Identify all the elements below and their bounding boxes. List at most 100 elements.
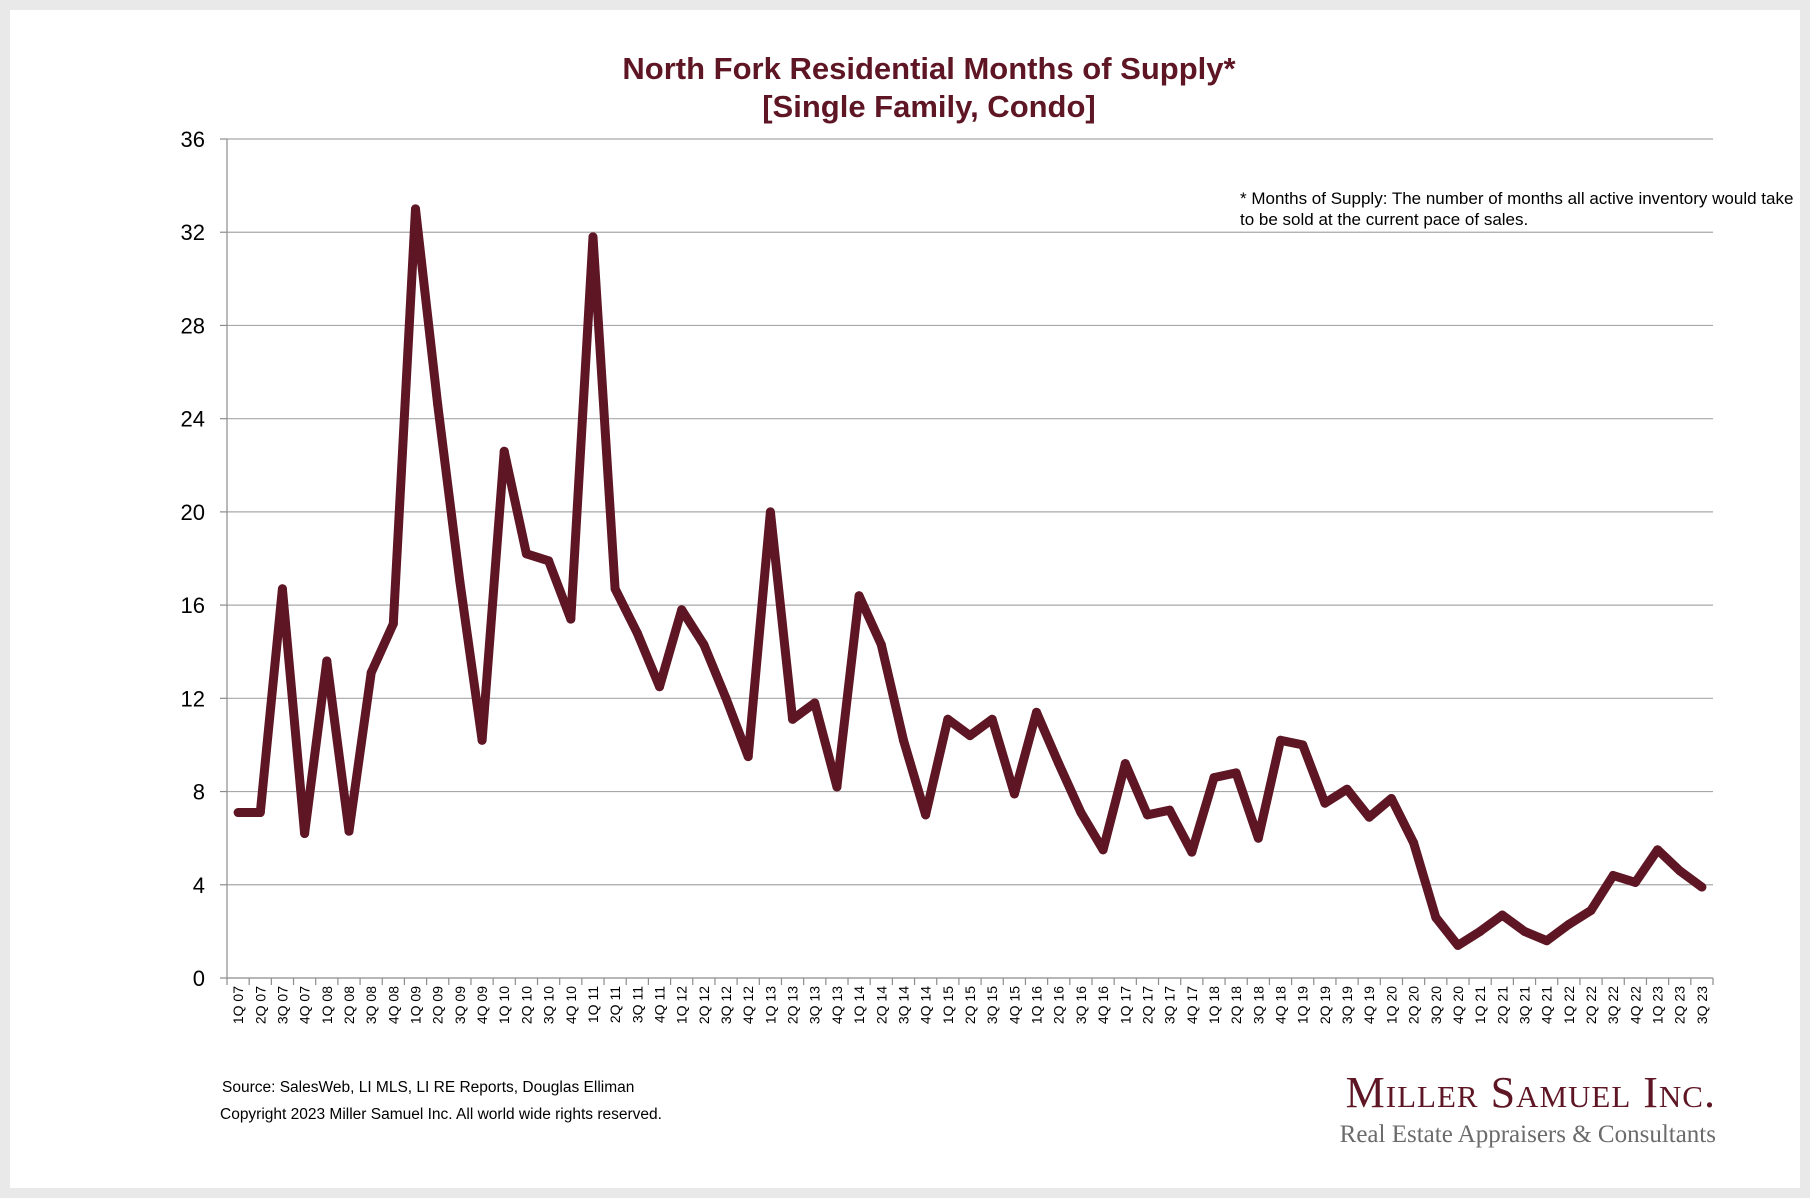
data-point (1054, 759, 1064, 769)
chart-frame (10, 10, 1800, 1188)
x-tick-label: 4Q 13 (829, 986, 845, 1024)
x-tick-label: 2Q 12 (696, 986, 712, 1024)
x-tick-label: 3Q 12 (718, 986, 734, 1024)
x-tick-label: 3Q 13 (807, 986, 823, 1024)
x-tick-label: 1Q 20 (1383, 986, 1399, 1024)
x-tick-label: 4Q 12 (740, 986, 756, 1024)
x-tick-label: 2Q 15 (962, 986, 978, 1024)
data-point (1453, 940, 1463, 950)
data-point (477, 735, 487, 745)
x-tick-label: 4Q 09 (474, 986, 490, 1024)
x-tick-label: 1Q 18 (1206, 986, 1222, 1024)
x-tick-label: 1Q 08 (319, 986, 335, 1024)
y-tick-label: 0 (193, 966, 205, 991)
data-point (1298, 740, 1308, 750)
data-point (1586, 905, 1596, 915)
x-tick-label: 1Q 17 (1117, 986, 1133, 1024)
x-tick-label: 4Q 07 (297, 986, 313, 1024)
x-tick-label: 1Q 14 (851, 986, 867, 1024)
x-tick-label: 1Q 09 (408, 986, 424, 1024)
data-point (1320, 798, 1330, 808)
x-tick-label: 1Q 22 (1561, 986, 1577, 1024)
x-tick-label: 4Q 20 (1450, 986, 1466, 1024)
data-point (344, 826, 354, 836)
y-tick-label: 4 (193, 873, 205, 898)
data-point (1032, 707, 1042, 717)
data-point (810, 698, 820, 708)
y-tick-label: 36 (181, 127, 205, 152)
data-point (1120, 759, 1130, 769)
data-point (1076, 808, 1086, 818)
data-point (699, 640, 709, 650)
data-point (366, 668, 376, 678)
x-tick-label: 2Q 09 (430, 986, 446, 1024)
data-point (721, 693, 731, 703)
data-point (1675, 866, 1685, 876)
data-point (1231, 768, 1241, 778)
x-tick-label: 4Q 08 (385, 986, 401, 1024)
data-point (1386, 794, 1396, 804)
axes (220, 138, 1714, 985)
x-tick-label: 2Q 23 (1672, 986, 1688, 1024)
x-tick-label: 2Q 11 (607, 986, 623, 1023)
data-point (411, 204, 421, 214)
x-tick-label: 4Q 10 (563, 986, 579, 1024)
x-tick-label: 1Q 11 (585, 986, 601, 1023)
data-point (1276, 735, 1286, 745)
data-point (1253, 833, 1263, 843)
x-tick-label: 3Q 17 (1162, 986, 1178, 1024)
data-point (1209, 773, 1219, 783)
logo-tagline: Real Estate Appraisers & Consultants (1339, 1121, 1716, 1148)
data-point (677, 605, 687, 615)
data-point (1542, 936, 1552, 946)
x-tick-label: 4Q 19 (1361, 986, 1377, 1024)
x-tick-label: 2Q 13 (785, 986, 801, 1024)
x-tick-label: 3Q 19 (1339, 986, 1355, 1024)
y-tick-label: 8 (193, 780, 205, 805)
data-point (1630, 877, 1640, 887)
data-point (1653, 845, 1663, 855)
data-point (654, 682, 664, 692)
x-tick-label: 2Q 08 (341, 986, 357, 1024)
x-tick-label: 4Q 15 (1006, 986, 1022, 1024)
data-point (1431, 912, 1441, 922)
data-point (1475, 926, 1485, 936)
chart-title: North Fork Residential Months of Supply* (622, 51, 1236, 86)
data-point (1165, 805, 1175, 815)
data-point (455, 577, 465, 587)
logo-name: Miller Samuel Inc. (1345, 1068, 1716, 1117)
x-tick-label: 3Q 20 (1428, 986, 1444, 1024)
chart-subtitle: [Single Family, Condo] (762, 89, 1096, 124)
data-point (521, 549, 531, 559)
data-point (233, 808, 243, 818)
data-point (1409, 838, 1419, 848)
data-point (1098, 845, 1108, 855)
y-tick-label: 20 (181, 500, 205, 525)
x-tick-label: 3Q 08 (363, 986, 379, 1024)
data-point (1009, 789, 1019, 799)
data-point (388, 619, 398, 629)
data-point (1187, 847, 1197, 857)
data-point (322, 656, 332, 666)
data-point (499, 446, 509, 456)
x-tick-label: 1Q 10 (496, 986, 512, 1024)
y-tick-label: 32 (181, 220, 205, 245)
data-point (743, 752, 753, 762)
x-tick-label: 3Q 18 (1250, 986, 1266, 1024)
x-tick-label: 1Q 23 (1650, 986, 1666, 1024)
x-tick-label: 4Q 17 (1184, 986, 1200, 1024)
data-point (965, 731, 975, 741)
x-tick-label: 4Q 22 (1627, 986, 1643, 1024)
data-point (1342, 784, 1352, 794)
x-tick-label: 1Q 16 (1029, 986, 1045, 1024)
data-point (1364, 812, 1374, 822)
x-tick-label: 3Q 15 (984, 986, 1000, 1024)
x-tick-label: 2Q 16 (1051, 986, 1067, 1024)
x-tick-label: 3Q 07 (274, 986, 290, 1024)
data-point (1497, 910, 1507, 920)
y-tick-label: 28 (181, 313, 205, 338)
data-point (433, 400, 443, 410)
series-months-of-supply (233, 204, 1707, 950)
x-tick-label: 4Q 16 (1095, 986, 1111, 1024)
